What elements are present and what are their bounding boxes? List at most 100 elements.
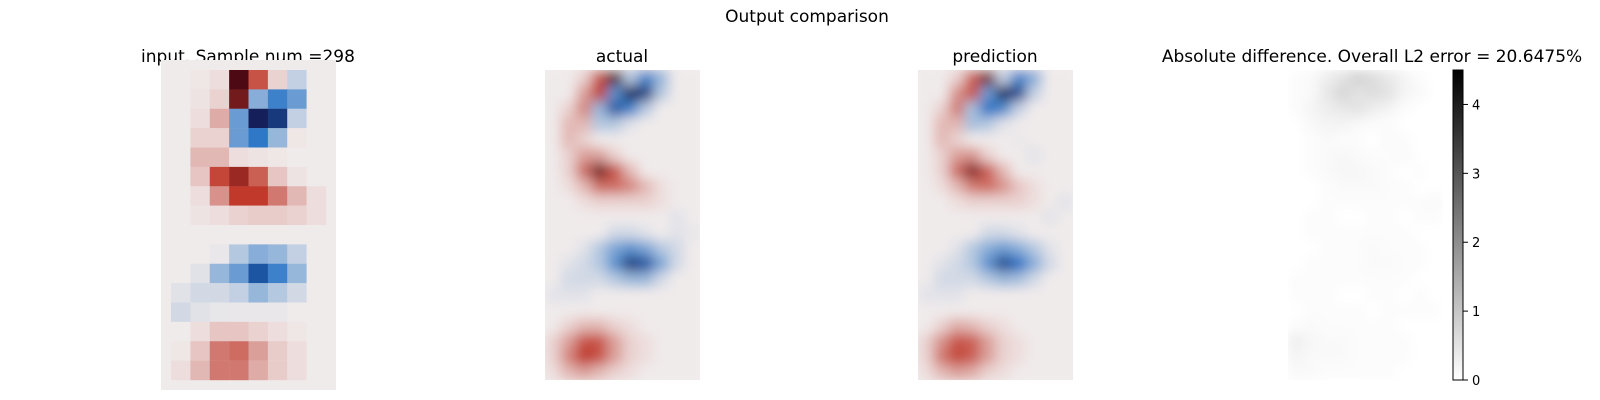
heatmap-cell: [171, 108, 191, 129]
heatmap-cell: [267, 321, 288, 342]
heatmap-cell: [576, 194, 593, 211]
heatmap-cell: [1334, 194, 1351, 211]
heatmap-cell: [1396, 256, 1413, 273]
heatmap-cell: [684, 147, 700, 164]
heatmap-cell: [1288, 178, 1305, 195]
heatmap-cell: [591, 333, 608, 350]
heatmap-cell: [1427, 302, 1443, 319]
heatmap-cell: [1396, 364, 1413, 380]
actual-heatmap: [545, 70, 700, 380]
heatmap-cell: [622, 240, 639, 257]
heatmap-cell: [1334, 163, 1351, 180]
heatmap-cell: [684, 101, 700, 118]
heatmap-cell: [1334, 287, 1351, 304]
heatmap-cell: [306, 263, 327, 284]
heatmap-cell: [1412, 287, 1429, 304]
heatmap-cell: [622, 163, 639, 180]
heatmap-cell: [933, 70, 950, 87]
heatmap-cell: [1396, 178, 1413, 195]
heatmap-cell: [980, 271, 997, 288]
heatmap-cell: [949, 256, 966, 273]
heatmap-cell: [560, 271, 577, 288]
heatmap-cell: [267, 263, 288, 284]
heatmap-cell: [933, 364, 950, 380]
heatmap-cell: [1319, 70, 1336, 87]
heatmap-cell: [267, 341, 288, 361]
heatmap-cell: [229, 225, 249, 245]
heatmap-cell: [995, 132, 1012, 149]
heatmap-cell: [1334, 349, 1351, 366]
heatmap-cell: [995, 271, 1012, 288]
heatmap-cell: [545, 178, 562, 195]
heatmap-cell: [1288, 132, 1305, 149]
heatmap-cell: [607, 302, 624, 319]
heatmap-cell: [622, 132, 639, 149]
heatmap-cell: [995, 209, 1012, 226]
heatmap-cell: [1319, 163, 1336, 180]
heatmap-cell: [1319, 333, 1336, 350]
heatmap-cell: [267, 360, 288, 381]
heatmap-cell: [918, 178, 935, 195]
heatmap-cell: [560, 101, 577, 118]
heatmap-cell: [1365, 302, 1382, 319]
heatmap-cell: [653, 132, 670, 149]
heatmap-cell: [1334, 240, 1351, 257]
heatmap-cell: [545, 240, 562, 257]
heatmap-cell: [1412, 70, 1429, 87]
heatmap-cell: [1057, 333, 1073, 350]
heatmap-cell: [980, 178, 997, 195]
heatmap-cell: [209, 321, 230, 342]
heatmap-cell: [591, 101, 608, 118]
heatmap-cell: [1365, 70, 1382, 87]
heatmap-cell: [1011, 85, 1028, 102]
heatmap-cell: [669, 302, 686, 319]
heatmap-cell: [1381, 163, 1398, 180]
heatmap-cell: [1412, 240, 1429, 257]
heatmap-cell: [684, 194, 700, 211]
heatmap-cell: [1365, 349, 1382, 366]
heatmap-cell: [1319, 240, 1336, 257]
colorbar-gradient: [1452, 69, 1464, 381]
heatmap-cell: [1288, 225, 1305, 242]
heatmap-cell: [995, 101, 1012, 118]
heatmap-cell: [949, 271, 966, 288]
heatmap-cell: [1303, 287, 1320, 304]
heatmap-cell: [209, 205, 230, 226]
heatmap-cell: [591, 147, 608, 164]
heatmap-cell: [980, 302, 997, 319]
heatmap-cell: [949, 240, 966, 257]
heatmap-cell: [1412, 271, 1429, 288]
heatmap-cell: [1319, 101, 1336, 118]
heatmap-cell: [1319, 287, 1336, 304]
heatmap-cell: [638, 194, 655, 211]
heatmap-cell: [1350, 70, 1367, 87]
heatmap-cell: [576, 132, 593, 149]
heatmap-cell: [622, 364, 639, 380]
heatmap-cell: [964, 271, 981, 288]
heatmap-cell: [267, 244, 288, 264]
heatmap-cell: [1412, 85, 1429, 102]
heatmap-cell: [576, 240, 593, 257]
heatmap-cell: [949, 209, 966, 226]
heatmap-cell: [1026, 333, 1043, 350]
heatmap-cell: [638, 163, 655, 180]
heatmap-cell: [933, 302, 950, 319]
heatmap-cell: [1427, 256, 1443, 273]
heatmap-cell: [1288, 101, 1305, 118]
heatmap-cell: [638, 225, 655, 242]
heatmap-cell: [1303, 333, 1320, 350]
heatmap-cell: [1381, 349, 1398, 366]
heatmap-cell: [964, 302, 981, 319]
heatmap-cell: [591, 194, 608, 211]
heatmap-cell: [190, 283, 210, 303]
heatmap-cell: [980, 101, 997, 118]
heatmap-cell: [622, 333, 639, 350]
heatmap-cell: [918, 364, 935, 380]
heatmap-cell: [638, 349, 655, 366]
heatmap-cell: [190, 263, 210, 284]
heatmap-cell: [267, 147, 288, 168]
heatmap-cell: [1427, 209, 1443, 226]
heatmap-cell: [1303, 178, 1320, 195]
heatmap-cell: [918, 349, 935, 366]
heatmap-cell: [190, 70, 210, 90]
